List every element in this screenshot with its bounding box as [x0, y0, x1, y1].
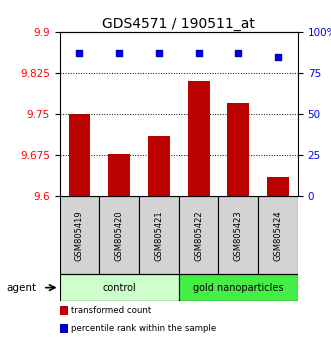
Point — [275, 54, 281, 59]
Text: GSM805419: GSM805419 — [75, 210, 84, 261]
Title: GDS4571 / 190511_at: GDS4571 / 190511_at — [102, 17, 255, 31]
Text: GSM805424: GSM805424 — [273, 210, 283, 261]
Text: agent: agent — [7, 282, 37, 293]
Bar — [179, 274, 298, 301]
Text: GSM805423: GSM805423 — [234, 210, 243, 261]
Text: control: control — [102, 282, 136, 293]
Text: GSM805422: GSM805422 — [194, 210, 203, 261]
FancyBboxPatch shape — [60, 196, 99, 274]
Bar — [69, 114, 90, 196]
FancyBboxPatch shape — [218, 196, 258, 274]
Bar — [227, 103, 249, 196]
Bar — [267, 177, 289, 196]
Bar — [108, 154, 130, 196]
FancyBboxPatch shape — [139, 196, 179, 274]
FancyBboxPatch shape — [258, 196, 298, 274]
Point — [196, 50, 201, 56]
Text: transformed count: transformed count — [71, 306, 151, 315]
FancyBboxPatch shape — [99, 196, 139, 274]
Point — [236, 50, 241, 56]
Text: percentile rank within the sample: percentile rank within the sample — [71, 324, 216, 333]
Point — [156, 50, 162, 56]
Text: GSM805421: GSM805421 — [154, 210, 164, 261]
FancyBboxPatch shape — [179, 196, 218, 274]
Text: gold nanoparticles: gold nanoparticles — [193, 282, 284, 293]
Point — [77, 50, 82, 56]
Bar — [188, 81, 210, 196]
Bar — [60, 274, 179, 301]
Text: GSM805420: GSM805420 — [115, 210, 124, 261]
Bar — [148, 136, 170, 196]
Point — [117, 50, 122, 56]
